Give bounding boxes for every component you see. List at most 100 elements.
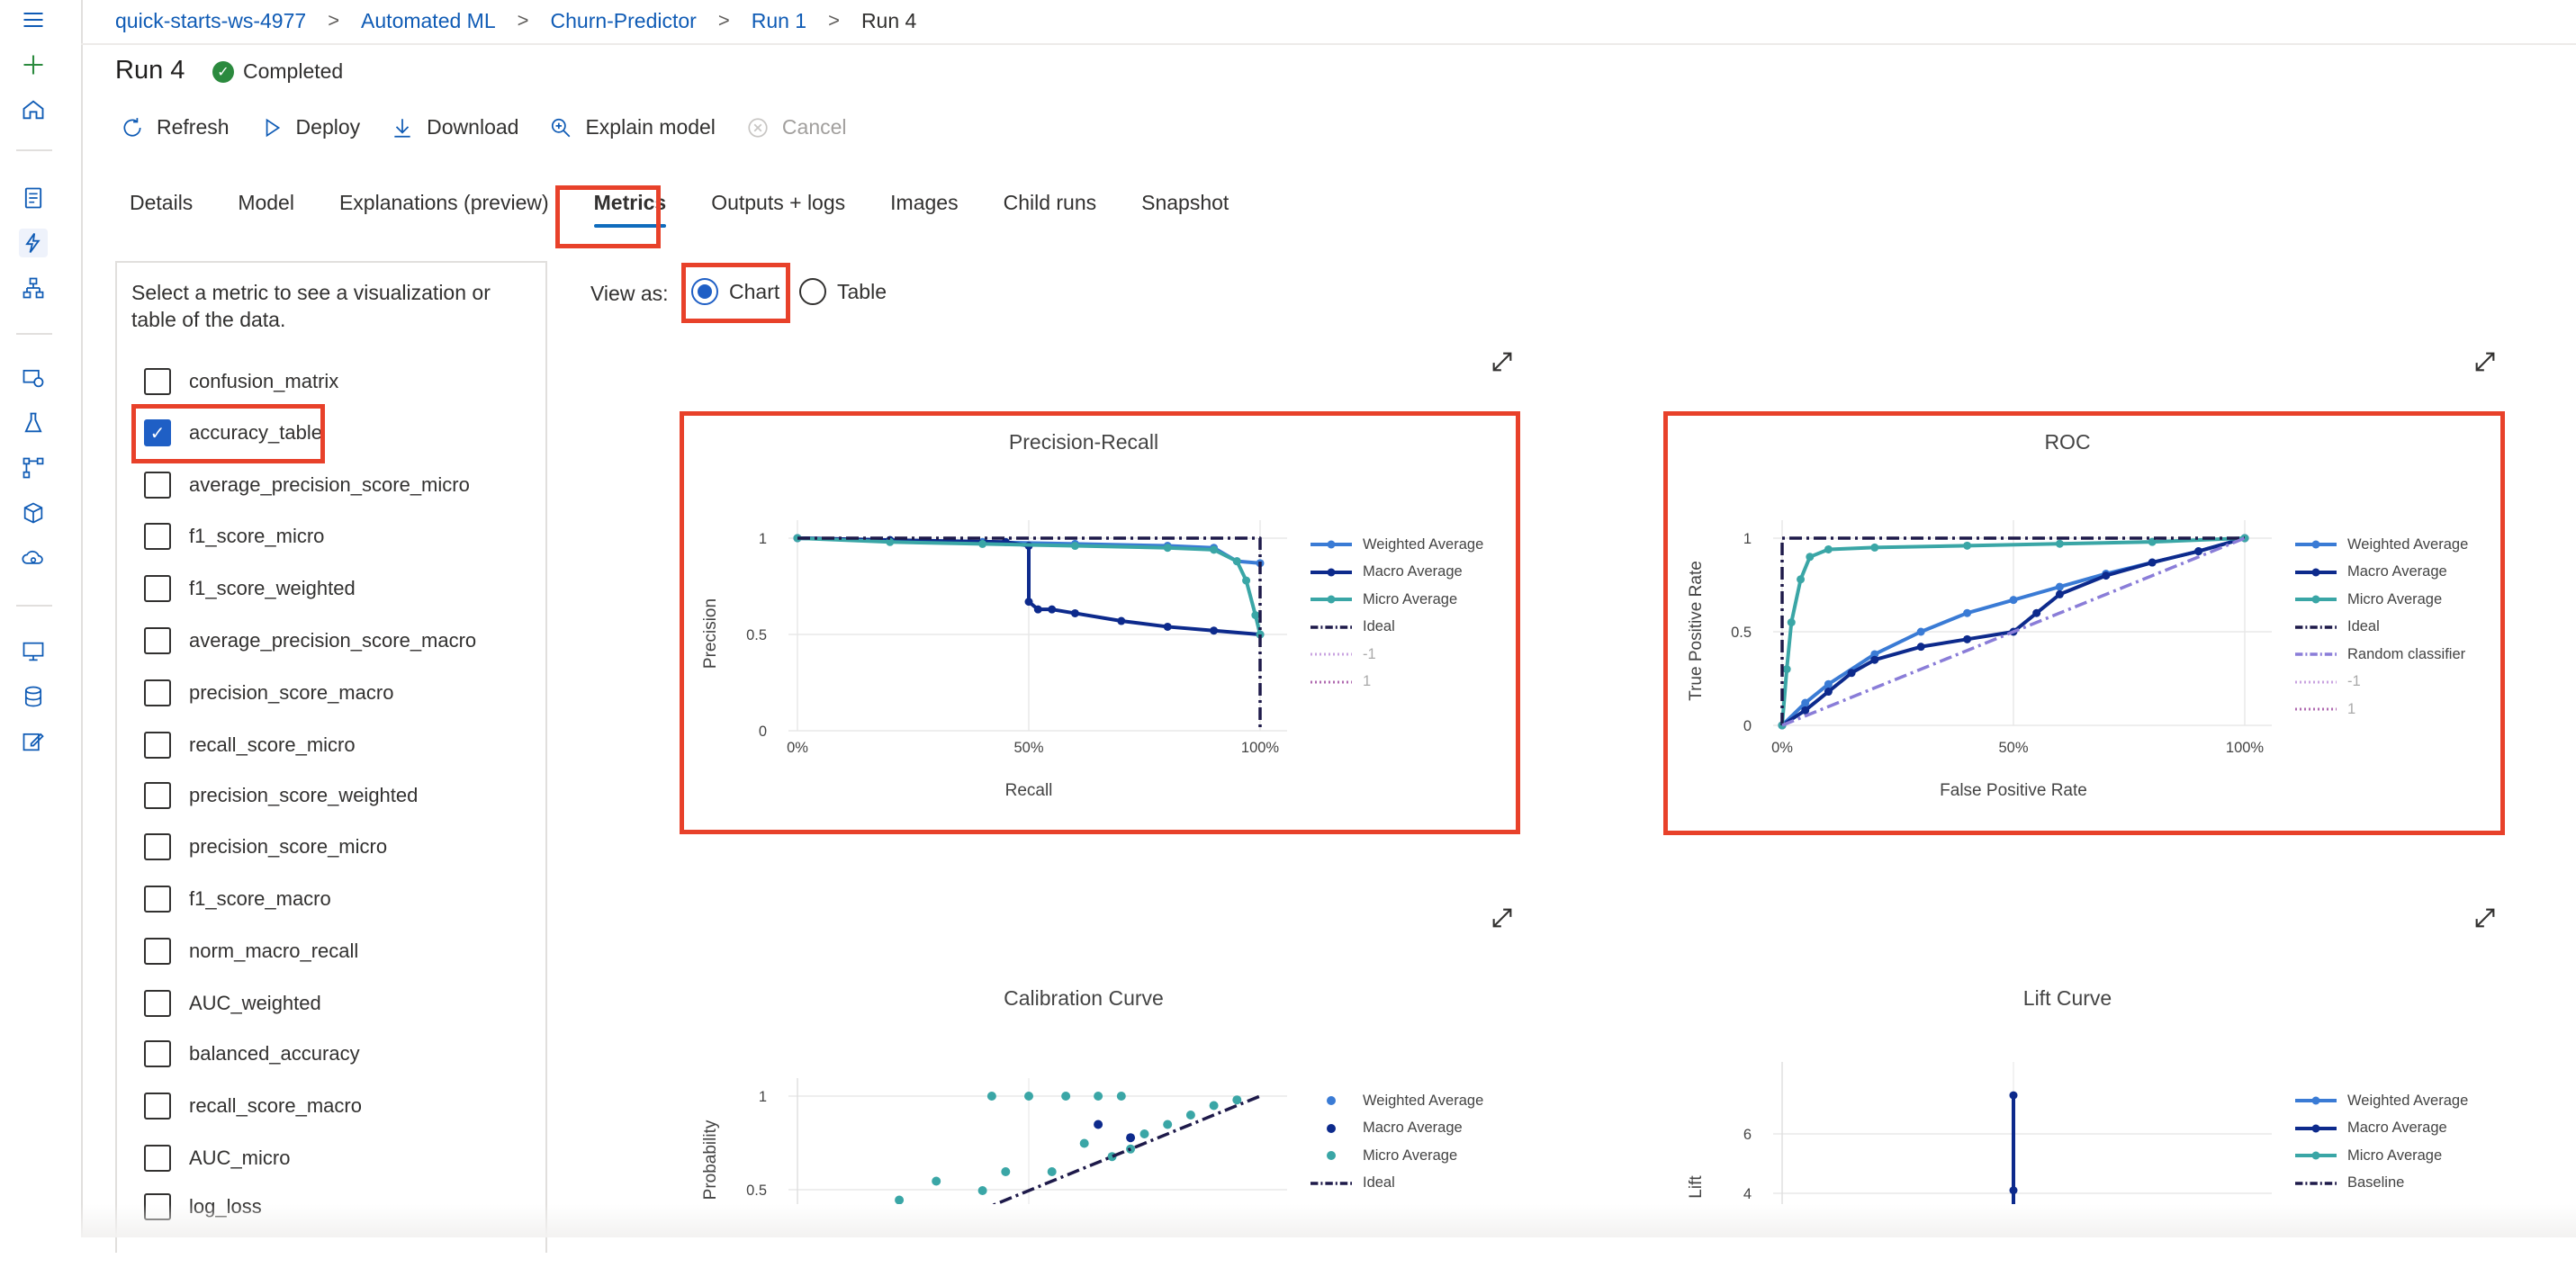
data-point — [1139, 1129, 1149, 1138]
expand-icon[interactable] — [1490, 349, 1515, 374]
legend-swatch-icon — [1327, 1096, 1336, 1106]
metric-label: precision_score_weighted — [189, 784, 419, 806]
checkbox-icon[interactable] — [144, 523, 171, 550]
checkbox-checked-icon[interactable]: ✓ — [144, 419, 171, 446]
tab-details[interactable]: Details — [130, 191, 194, 214]
metric-item[interactable]: f1_score_micro — [144, 521, 324, 552]
checkbox-icon[interactable] — [144, 627, 171, 654]
status-badge: ✓ Completed — [212, 59, 343, 84]
checkbox-icon[interactable] — [144, 1040, 171, 1067]
cancel-button[interactable]: Cancel — [746, 115, 847, 139]
expand-icon[interactable] — [2472, 905, 2498, 931]
status-text: Completed — [243, 59, 344, 83]
checkbox-icon[interactable] — [144, 782, 171, 809]
legend-item[interactable]: Micro Average — [2293, 1142, 2468, 1170]
deploy-button[interactable]: Deploy — [260, 115, 361, 139]
metric-item[interactable]: ✓ accuracy_table — [144, 418, 322, 448]
models-icon[interactable] — [19, 499, 48, 527]
home-icon[interactable] — [19, 95, 48, 124]
metric-item[interactable]: confusion_matrix — [144, 366, 338, 397]
legend-item[interactable]: Baseline — [2293, 1170, 2468, 1198]
plus-icon[interactable] — [19, 50, 48, 79]
experiments-icon[interactable] — [19, 409, 48, 437]
legend-item[interactable]: Weighted Average — [1309, 1087, 1483, 1115]
y-tick-label: 6 — [1743, 1127, 1752, 1143]
metric-item[interactable]: average_precision_score_micro — [144, 470, 470, 500]
metric-item[interactable]: f1_score_macro — [144, 884, 331, 914]
metric-item[interactable]: AUC_weighted — [144, 988, 321, 1019]
breadcrumb-current: Run 4 — [860, 8, 917, 32]
metric-item[interactable]: recall_score_micro — [144, 730, 356, 760]
tab-snapshot[interactable]: Snapshot — [1141, 191, 1229, 214]
checkbox-icon[interactable] — [144, 732, 171, 759]
data-point — [895, 1195, 905, 1204]
checkbox-icon[interactable] — [144, 1093, 171, 1120]
endpoints-icon[interactable] — [19, 544, 48, 572]
automl-icon[interactable] — [19, 229, 48, 257]
checkbox-icon[interactable] — [144, 990, 171, 1017]
download-button[interactable]: Download — [391, 115, 518, 139]
checkbox-icon[interactable] — [144, 368, 171, 395]
legend-item[interactable]: Macro Average — [2293, 1115, 2468, 1143]
view-chart-radio[interactable]: Chart — [691, 278, 779, 305]
view-table-label: Table — [837, 279, 887, 303]
legend-item[interactable]: Micro Average — [1309, 1142, 1483, 1170]
labeling-icon[interactable] — [19, 727, 48, 756]
legend-swatch-icon — [1311, 1182, 1352, 1185]
designer-icon[interactable] — [19, 274, 48, 302]
metric-label: AUC_micro — [189, 1147, 291, 1169]
view-table-radio[interactable]: Table — [799, 278, 887, 305]
checkbox-icon[interactable] — [144, 886, 171, 913]
datasets-icon[interactable] — [19, 364, 48, 392]
metric-item[interactable]: precision_score_weighted — [144, 780, 418, 811]
datastores-icon[interactable] — [19, 682, 48, 711]
legend-item[interactable]: Ideal — [1309, 1170, 1483, 1198]
explain-model-button[interactable]: Explain model — [549, 115, 716, 139]
metric-item[interactable]: precision_score_micro — [144, 832, 387, 862]
refresh-button[interactable]: Refresh — [121, 115, 230, 139]
breadcrumb-workspace-link[interactable]: quick-starts-ws-4977 — [115, 8, 307, 32]
metric-label: norm_macro_recall — [189, 940, 359, 962]
checkbox-icon[interactable] — [144, 938, 171, 965]
metric-label: f1_score_macro — [189, 887, 331, 910]
metric-item[interactable]: balanced_accuracy — [144, 1039, 360, 1069]
checkbox-icon[interactable] — [144, 679, 171, 706]
expand-icon[interactable] — [2472, 349, 2498, 374]
checkbox-icon[interactable] — [144, 833, 171, 860]
legend-swatch-icon — [2295, 1182, 2337, 1185]
metric-item[interactable]: f1_score_weighted — [144, 573, 356, 604]
checkbox-icon[interactable] — [144, 472, 171, 499]
tab-model[interactable]: Model — [238, 191, 294, 214]
breadcrumb-parent-run-link[interactable]: Run 1 — [751, 8, 807, 32]
data-point — [2009, 1186, 2018, 1195]
legend-item[interactable]: Weighted Average — [2293, 1087, 2468, 1115]
metric-item[interactable]: recall_score_macro — [144, 1091, 362, 1121]
notebook-icon[interactable] — [19, 184, 48, 212]
hamburger-menu-icon[interactable] — [19, 5, 48, 34]
tab-metrics[interactable]: Metrics — [593, 191, 667, 228]
left-nav-rail — [0, 0, 83, 1237]
chart-legend: Weighted Average Macro Average Micro Avera… — [1309, 1087, 1483, 1197]
data-point — [1024, 1092, 1033, 1101]
metric-item[interactable]: norm_macro_recall — [144, 936, 358, 967]
expand-icon[interactable] — [1490, 905, 1515, 931]
deploy-label: Deploy — [295, 115, 361, 139]
legend-swatch-icon — [1327, 1151, 1336, 1161]
checkbox-icon[interactable] — [144, 575, 171, 602]
metric-item[interactable]: AUC_micro — [144, 1143, 290, 1174]
breadcrumb-automl-link[interactable]: Automated ML — [361, 8, 496, 32]
search-plus-icon — [552, 118, 571, 137]
pipelines-icon[interactable] — [19, 454, 48, 482]
tab-outputs-logs[interactable]: Outputs + logs — [711, 191, 846, 214]
checkbox-icon[interactable] — [144, 1145, 171, 1172]
tab-images[interactable]: Images — [890, 191, 959, 214]
metric-label: recall_score_micro — [189, 733, 356, 756]
metric-item[interactable]: precision_score_macro — [144, 678, 393, 708]
legend-item[interactable]: Macro Average — [1309, 1115, 1483, 1143]
tab-explanations[interactable]: Explanations (preview) — [338, 191, 549, 214]
metric-item[interactable]: average_precision_score_macro — [144, 625, 476, 656]
breadcrumb-experiment-link[interactable]: Churn-Predictor — [550, 8, 697, 32]
tab-child-runs[interactable]: Child runs — [1003, 191, 1097, 214]
data-point — [1232, 1095, 1242, 1105]
compute-icon[interactable] — [19, 637, 48, 666]
